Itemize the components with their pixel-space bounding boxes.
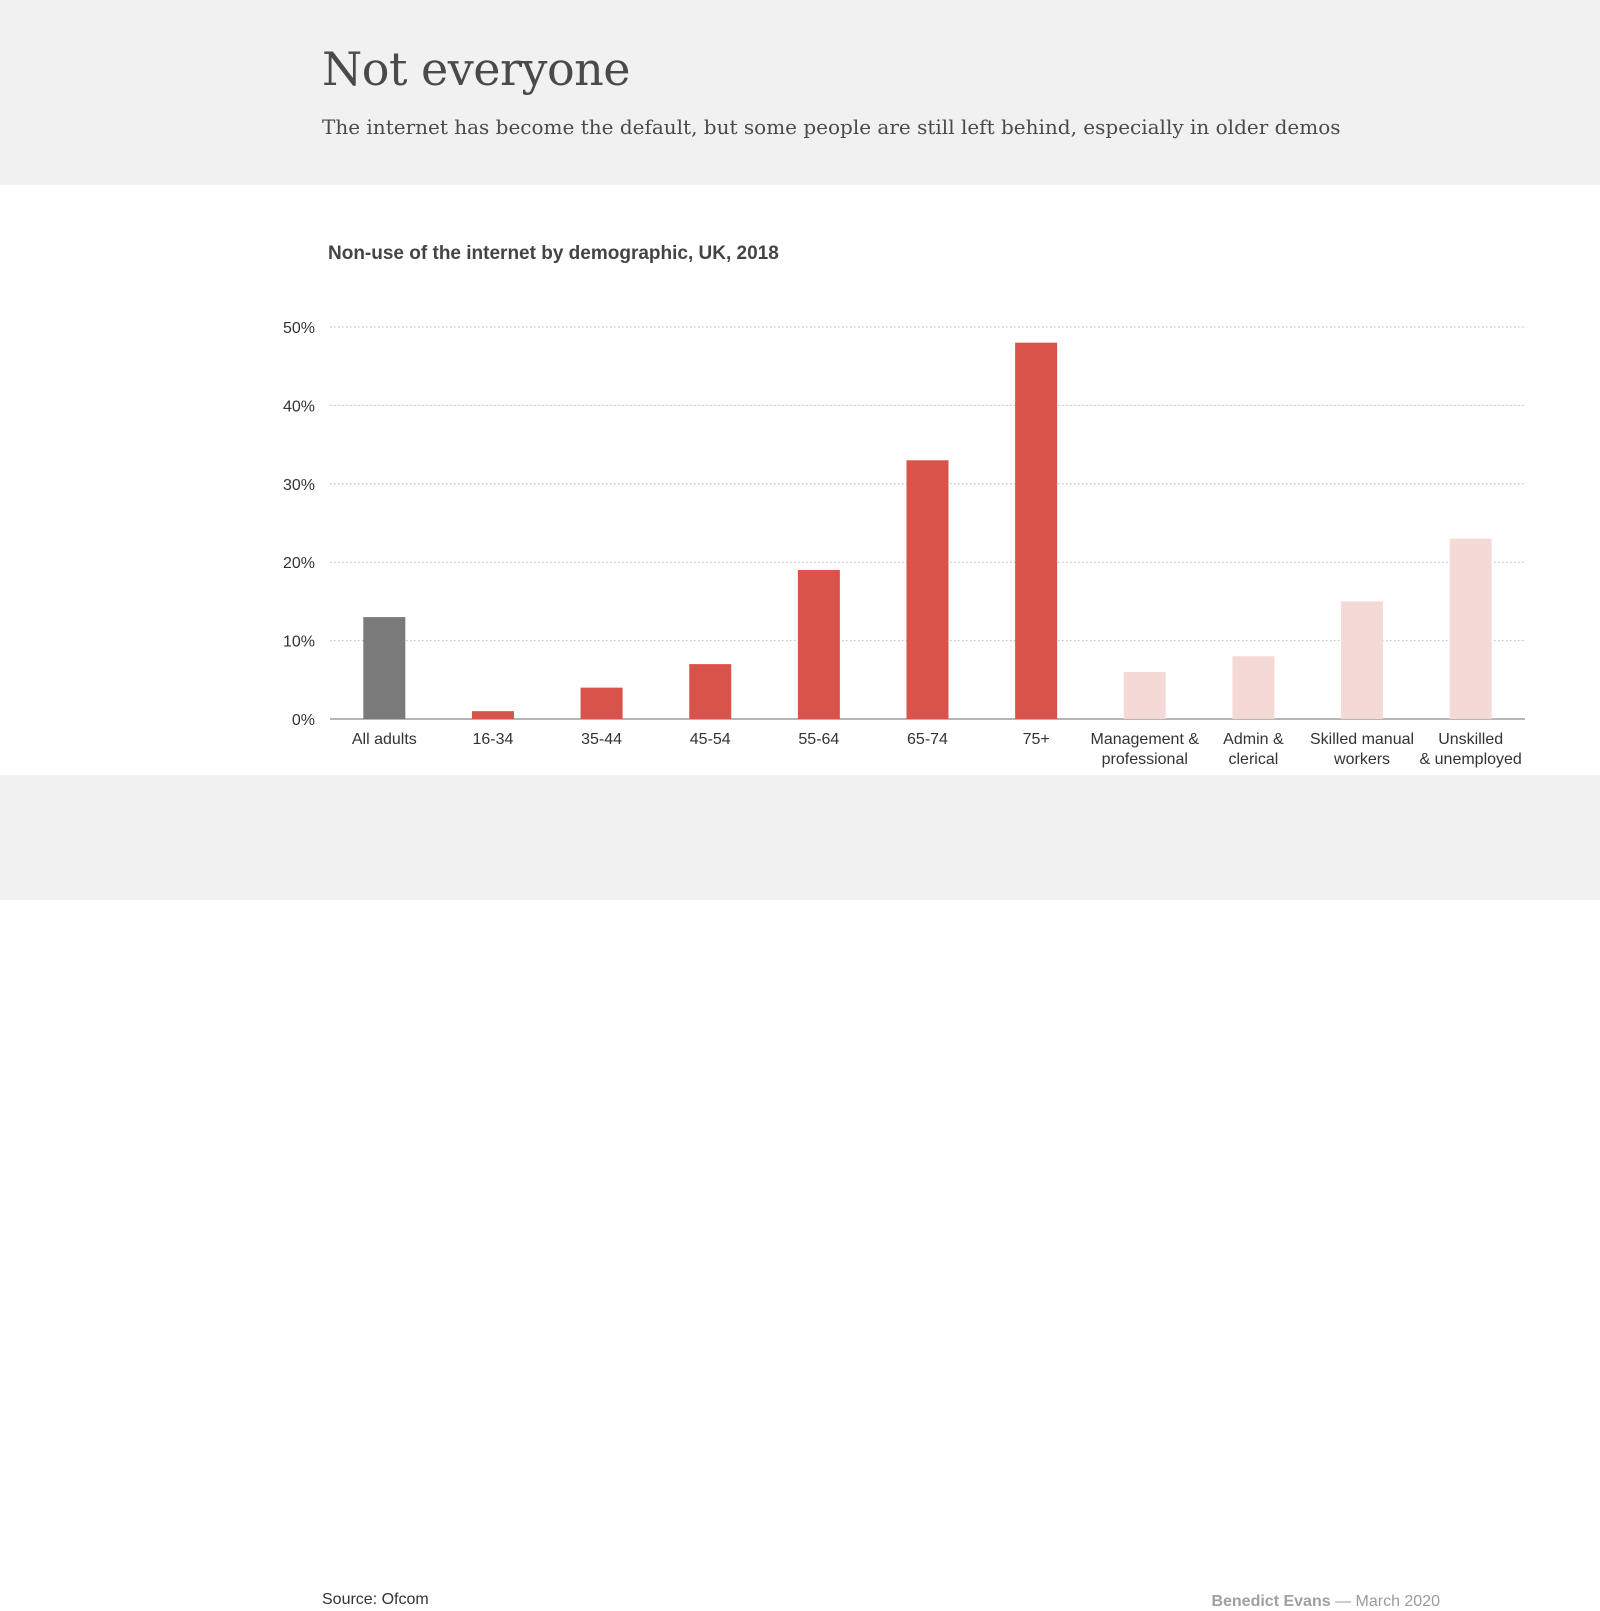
- author-name: Benedict Evans: [1211, 1593, 1331, 1610]
- source-note: Source: Ofcom: [322, 1591, 429, 1608]
- x-tick-label: 75+: [1023, 731, 1050, 748]
- bar: [1015, 342, 1058, 719]
- credit: Benedict Evans — March 2020: [1211, 1593, 1440, 1611]
- bar: [797, 570, 840, 719]
- y-tick-label: 40%: [283, 398, 315, 415]
- x-axis-ticks: All adults 16-34 35-44 45-54 55-64 65-74 75+ Ma…: [352, 731, 1522, 768]
- bar: [906, 460, 949, 719]
- bar: [1341, 601, 1384, 719]
- y-tick-label: 30%: [283, 477, 315, 494]
- bar: [1449, 538, 1492, 719]
- x-tick-label: 16-34: [472, 731, 513, 748]
- bar: [689, 664, 732, 719]
- page-title: Not everyone: [322, 42, 631, 96]
- bar: [580, 687, 623, 719]
- x-tick-label: 35-44: [581, 731, 622, 748]
- x-tick-label: Admin & clerical: [1223, 731, 1284, 768]
- bar: [1232, 656, 1275, 719]
- x-tick-label: Management & professional: [1091, 731, 1200, 768]
- bar: [1123, 671, 1166, 719]
- y-axis-ticks: 0% 10% 20% 30% 40% 50%: [283, 320, 315, 729]
- page-subtitle: The internet has become the default, but…: [322, 115, 1341, 139]
- chart-title: Non-use of the internet by demographic, …: [328, 243, 779, 264]
- y-tick-label: 20%: [283, 555, 315, 572]
- x-tick-label: 45-54: [690, 731, 731, 748]
- y-tick-label: 10%: [283, 634, 315, 651]
- bar: [363, 617, 406, 719]
- y-tick-label: 50%: [283, 320, 315, 337]
- y-tick-label: 0%: [292, 712, 315, 729]
- bar: [471, 711, 514, 719]
- publication-date: — March 2020: [1335, 1593, 1440, 1610]
- footer-band: Source: Ofcom Benedict Evans — March 202…: [0, 775, 1600, 1610]
- x-tick-label: 65-74: [907, 731, 948, 748]
- x-tick-label: Unskilled & unemployed: [1420, 731, 1522, 768]
- bars: [363, 342, 1492, 719]
- x-tick-label: 55-64: [798, 731, 839, 748]
- x-tick-label: Skilled manual workers: [1310, 731, 1414, 768]
- header-band: Not everyone The internet has become the…: [0, 0, 1600, 185]
- x-tick-label: All adults: [352, 731, 417, 748]
- bar-chart: 0% 10% 20% 30% 40% 50% All adults 16-34 35-44 45…: [283, 320, 1525, 768]
